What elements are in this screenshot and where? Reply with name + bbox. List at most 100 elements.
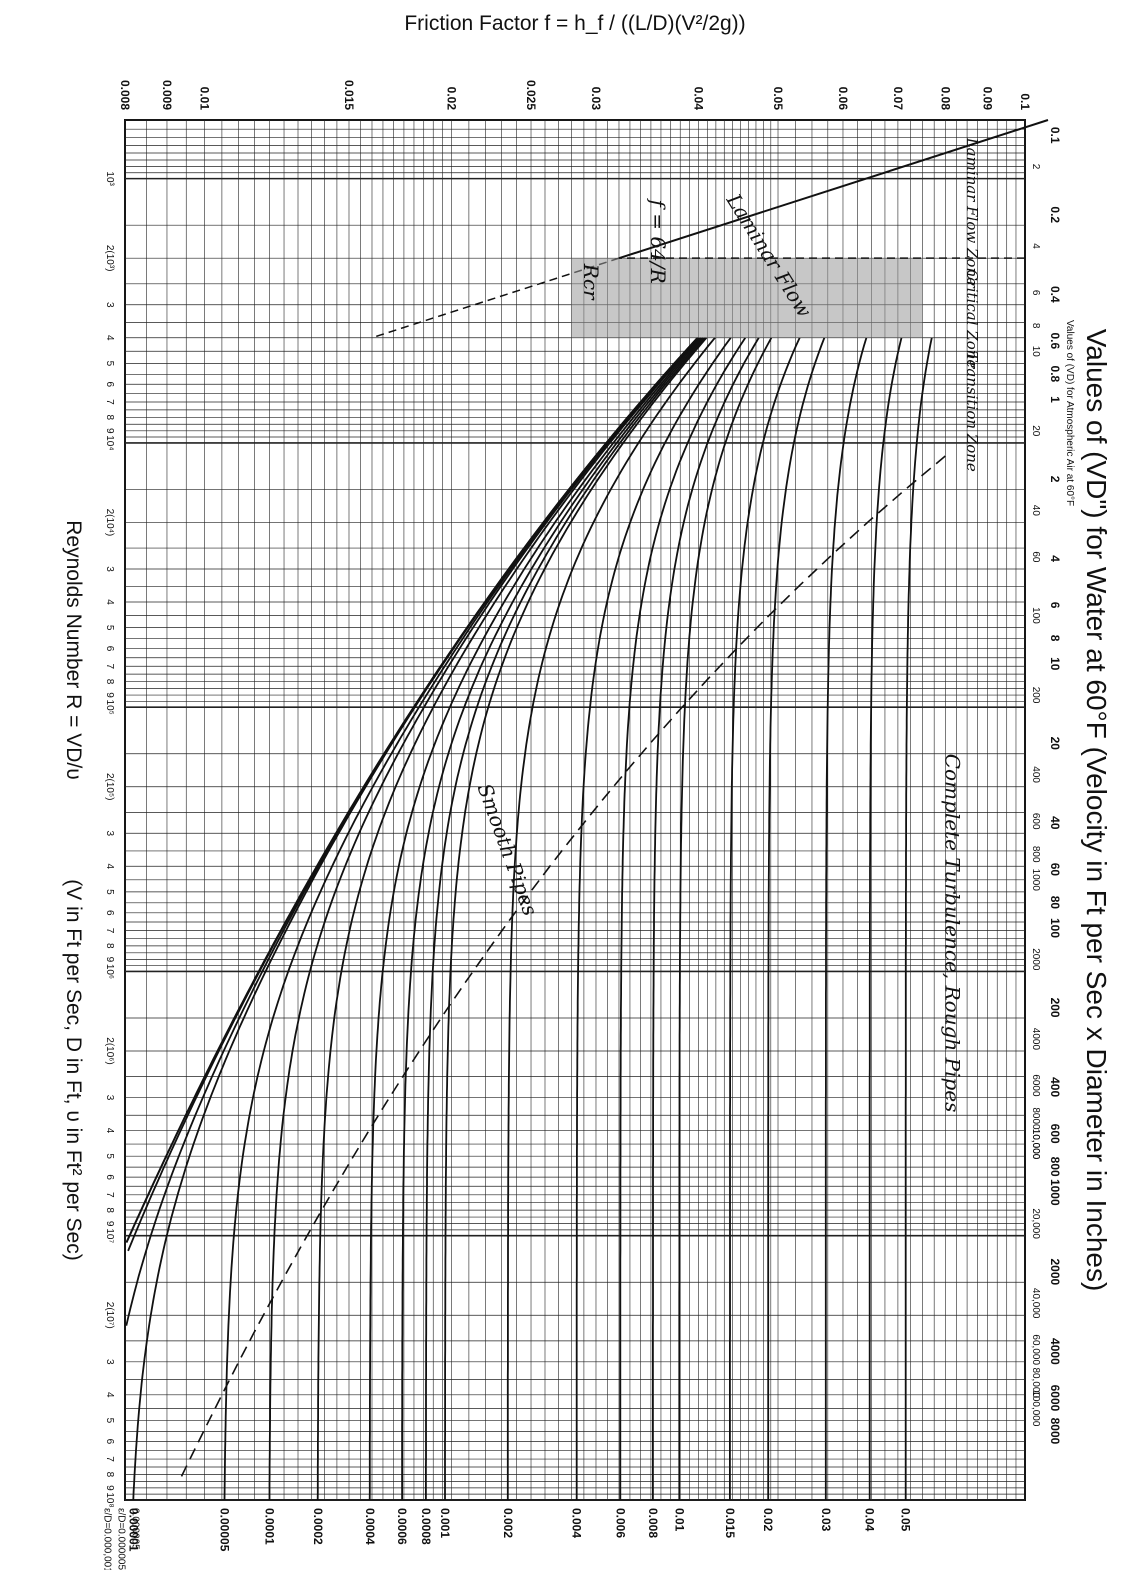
- y-axis-label: Friction Factor f = h_f / ((L/D)(V²/2g)): [404, 12, 745, 35]
- water-vd-tick: 6000: [1048, 1385, 1062, 1412]
- water-vd-tick: 6: [1048, 602, 1062, 609]
- roughness-label: 0.004: [570, 1508, 584, 1538]
- curves: [125, 119, 1049, 1501]
- x-tick-label: 5: [104, 1418, 115, 1424]
- air-vd-tick: 600: [1030, 813, 1041, 830]
- water-vd-tick: 4000: [1048, 1338, 1062, 1365]
- water-vd-tick: 0.6: [1048, 333, 1062, 350]
- x-tick-label: 8: [104, 415, 115, 421]
- x-tick-label: 3: [104, 830, 115, 836]
- x-tick-label: 2(10⁵): [104, 773, 115, 801]
- x-tick-label: 10⁷: [104, 1228, 115, 1243]
- x-tick-label: 9: [104, 1485, 115, 1491]
- roughness-curve: [368, 337, 702, 1501]
- x-tick-label: 3: [104, 566, 115, 572]
- y-tick-label: 0.1: [1018, 93, 1032, 110]
- x-axis-note: (V in Ft per Sec, D in Ft, υ in Ft² per …: [62, 879, 85, 1260]
- water-vd-tick: 10: [1048, 657, 1062, 671]
- air-scale-label: Values of (VD) for Atmospheric Air at 60…: [1064, 320, 1075, 506]
- roughness-curve: [652, 337, 760, 1500]
- air-vd-tick: 6: [1030, 290, 1041, 296]
- y-tick-label: 0.06: [836, 87, 850, 111]
- air-vd-tick: 10,000: [1030, 1129, 1041, 1160]
- x-tick-label: 3: [104, 302, 115, 308]
- roughness-curve: [268, 337, 700, 1500]
- air-vd-tick: 4: [1030, 243, 1041, 249]
- laminar-line: [618, 119, 1049, 260]
- water-vd-tick: 800: [1048, 1157, 1062, 1177]
- x-tick-label: 2(10⁷): [104, 1302, 115, 1329]
- air-vd-tick: 100: [1030, 607, 1041, 624]
- roughness-label: 0.015: [723, 1508, 737, 1538]
- air-vd-tick: 1000: [1030, 869, 1041, 892]
- smooth-pipe-curve: [125, 337, 699, 1244]
- laminar-eq-label: f = 64/R: [646, 198, 670, 284]
- roughness-label: 0.05: [899, 1508, 913, 1532]
- air-vd-tick: 10,000: [1030, 1129, 1041, 1160]
- x-tick-label: 6: [104, 910, 115, 916]
- water-vd-tick: 0.1: [1048, 127, 1062, 144]
- x-tick-label: 6: [104, 1174, 115, 1180]
- x-tick-label: 7: [104, 1192, 115, 1198]
- x-tick-label: 6: [104, 646, 115, 652]
- water-vd-tick: 60: [1048, 863, 1062, 877]
- x-tick-label: 6: [104, 381, 115, 387]
- water-vd-tick: 0.2: [1048, 206, 1062, 223]
- roughness-curve: [316, 337, 701, 1501]
- air-vd-tick: 8000: [1030, 1107, 1041, 1130]
- y-tick-label: 0.02: [445, 87, 459, 111]
- roughness-curve: [824, 337, 868, 1500]
- y-tick-label: 0.03: [589, 87, 603, 111]
- y-tick-label: 0.09: [980, 87, 994, 111]
- roughness-label: 0.01: [672, 1508, 686, 1532]
- water-vd-tick: 20: [1048, 737, 1062, 751]
- x-tick-label: 7: [104, 399, 115, 405]
- roughness-curve: [767, 337, 826, 1500]
- x-tick-label: 5: [104, 625, 115, 631]
- x-tick-label: 8: [104, 1472, 115, 1478]
- air-vd-tick: 800: [1030, 846, 1041, 863]
- x-tick-label: 10⁶: [104, 964, 115, 979]
- air-vd-tick: 80,000: [1030, 1367, 1041, 1398]
- roughness-label: 0.0006: [395, 1508, 409, 1545]
- x-tick-label: 2(10⁶): [104, 1037, 115, 1064]
- air-vd-tick: 4000: [1030, 1028, 1041, 1051]
- y-tick-label: 0.008: [118, 80, 132, 110]
- water-vd-tick: 0.8: [1048, 366, 1062, 383]
- x-tick-label: 7: [104, 1456, 115, 1462]
- laminar-zone-label: Laminar Flow Zone: [963, 137, 981, 286]
- x-tick-label: 7: [104, 663, 115, 669]
- critical-zone-label: Critical Zone: [963, 269, 981, 368]
- roughness-label: 0.00001: [126, 1508, 140, 1552]
- complete-turbulence-line: [180, 455, 946, 1478]
- roughness-curve: [506, 337, 716, 1500]
- roughness-curve: [678, 337, 773, 1500]
- x-tick-label: 9: [104, 692, 115, 698]
- water-vd-tick: 2000: [1048, 1259, 1062, 1286]
- y-tick-label: 0.025: [524, 80, 538, 110]
- air-vd-tick: 2000: [1030, 948, 1041, 971]
- x-tick-label: 4: [104, 1128, 115, 1134]
- x-axis-label: Reynolds Number R = VD/υ: [62, 520, 85, 780]
- x-tick-label: 8: [104, 679, 115, 685]
- x-tick-label: 9: [104, 428, 115, 434]
- air-vd-tick: 8: [1030, 323, 1041, 329]
- roughness-label: 0.0008: [419, 1508, 433, 1545]
- chart-root: 0.10.090.080.070.060.050.040.030.0250.02…: [62, 12, 1112, 1570]
- extra-roughness-label: ε/D=0.000,001: [102, 1508, 113, 1570]
- roughness-label: 0.001: [438, 1508, 452, 1538]
- x-tick-label: 6: [104, 1439, 115, 1445]
- x-tick-label: 4: [104, 864, 115, 870]
- air-vd-tick: 100,000: [1030, 1390, 1041, 1427]
- x-tick-label: 8: [104, 1207, 115, 1213]
- roughness-label: 0.00005: [218, 1508, 232, 1552]
- water-vd-tick: 0.4: [1048, 286, 1062, 303]
- x-tick-label: 2(10³): [104, 245, 115, 272]
- transition-zone-label: Transition Zone: [963, 351, 981, 472]
- x-tick-label: 10⁸: [104, 1492, 115, 1507]
- x-tick-label: 4: [104, 599, 115, 605]
- x-tick-label: 5: [104, 889, 115, 895]
- air-vd-tick: 400: [1030, 766, 1041, 783]
- y-tick-label: 0.05: [771, 87, 785, 111]
